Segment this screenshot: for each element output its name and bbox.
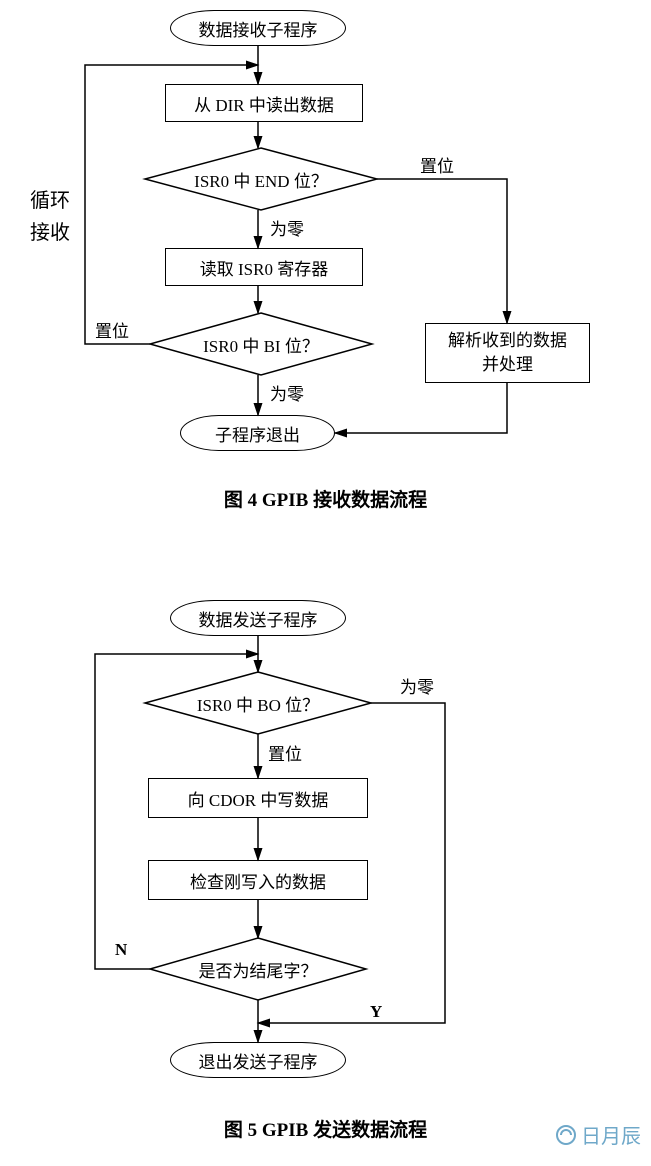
fig4-dec2-zero-label: 为零 (270, 380, 304, 405)
watermark: 日月辰 (555, 1120, 641, 1149)
fig5-write-label: 向 CDOR 中写数据 (188, 786, 329, 811)
fig4-dec2-set-label: 置位 (95, 317, 129, 342)
fig4-caption: 图 4 GPIB 接收数据流程 (0, 485, 651, 512)
fig4-dec1: ISR0 中 END 位？ (145, 148, 377, 210)
fig4-start: 数据接收子程序 (170, 10, 346, 46)
fig5-check: 检查刚写入的数据 (148, 860, 368, 900)
fig4-exit-label: 子程序退出 (215, 421, 300, 446)
fig5-start: 数据发送子程序 (170, 600, 346, 636)
fig5-exit: 退出发送子程序 (170, 1042, 346, 1078)
fig4-read-isr-label: 读取 ISR0 寄存器 (200, 255, 328, 280)
fig5-dec1-set-label: 置位 (268, 740, 302, 765)
fig4-start-label: 数据接收子程序 (199, 16, 318, 41)
fig5-exit-label: 退出发送子程序 (199, 1048, 318, 1073)
fig4-read-dir-label: 从 DIR 中读出数据 (194, 91, 334, 116)
fig4-loop-label: 循环 接收 (30, 185, 70, 249)
fig5-dec1: ISR0 中 BO 位？ (145, 672, 371, 734)
diagram-canvas: 数据接收子程序 从 DIR 中读出数据 ISR0 中 END 位？ 读取 ISR… (0, 0, 651, 1166)
fig4-dec1-label: ISR0 中 END 位？ (194, 167, 328, 192)
fig5-dec2-label: 是否为结尾字？ (199, 957, 318, 982)
fig4-read-isr: 读取 ISR0 寄存器 (165, 248, 363, 286)
fig5-dec2: 是否为结尾字？ (150, 938, 366, 1000)
fig4-read-dir: 从 DIR 中读出数据 (165, 84, 363, 122)
watermark-text: 日月辰 (581, 1120, 641, 1149)
fig4-dec1-set-label: 置位 (420, 152, 454, 177)
fig5-dec1-label: ISR0 中 BO 位？ (197, 691, 319, 716)
fig5-start-label: 数据发送子程序 (199, 606, 318, 631)
fig5-write: 向 CDOR 中写数据 (148, 778, 368, 818)
fig4-dec2-label: ISR0 中 BI 位？ (203, 332, 319, 357)
fig4-exit: 子程序退出 (180, 415, 335, 451)
fig5-caption: 图 5 GPIB 发送数据流程 (0, 1115, 651, 1142)
fig5-dec2-n-label: N (115, 940, 127, 960)
fig4-parse-label: 解析收到的数据 并处理 (448, 329, 567, 377)
fig4-loop-label-l2: 接收 (30, 217, 70, 249)
fig4-loop-label-l1: 循环 (30, 185, 70, 217)
watermark-icon (555, 1124, 577, 1146)
fig4-dec1-zero-label: 为零 (270, 215, 304, 240)
fig4-dec2: ISR0 中 BI 位？ (150, 313, 372, 375)
fig5-dec1-zero-label: 为零 (400, 673, 434, 698)
fig4-parse: 解析收到的数据 并处理 (425, 323, 590, 383)
fig5-check-label: 检查刚写入的数据 (190, 868, 326, 893)
fig5-dec2-y-label: Y (370, 1002, 382, 1022)
